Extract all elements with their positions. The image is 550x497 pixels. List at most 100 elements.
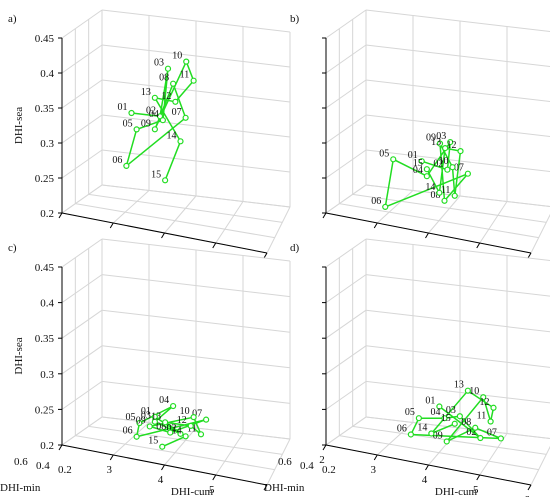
z-tick-label: 0.25 bbox=[35, 173, 55, 185]
x-tick-label: 3 bbox=[107, 464, 113, 476]
data-point-label: 13 bbox=[454, 380, 464, 391]
data-point-label: 07 bbox=[454, 163, 464, 174]
data-point bbox=[156, 113, 164, 120]
data-point bbox=[164, 65, 172, 72]
data-point-label: 01 bbox=[408, 150, 418, 161]
data-point bbox=[177, 138, 184, 145]
data-point-label: 06 bbox=[397, 423, 407, 434]
data-point-label: 02 bbox=[466, 427, 476, 438]
z-tick-label: 0.3 bbox=[40, 138, 54, 150]
data-point-label: 11 bbox=[477, 411, 487, 422]
data-point bbox=[428, 430, 435, 437]
data-point-label: 02 bbox=[167, 423, 177, 434]
data-point-label: 02 bbox=[146, 105, 156, 116]
data-point-label: 03 bbox=[436, 131, 446, 142]
grid-line bbox=[61, 380, 103, 410]
grid-line bbox=[530, 213, 550, 254]
data-point bbox=[436, 403, 443, 410]
grid-line bbox=[365, 274, 550, 297]
data-point bbox=[197, 431, 205, 438]
data-point bbox=[447, 139, 454, 146]
data-point bbox=[151, 418, 158, 425]
grid-line bbox=[365, 79, 550, 103]
grid-line bbox=[339, 203, 539, 239]
x-tick bbox=[476, 242, 481, 249]
grid-line bbox=[376, 190, 414, 224]
data-point-label: 09 bbox=[141, 118, 151, 129]
data-point bbox=[423, 173, 430, 180]
grid-line bbox=[266, 206, 291, 254]
z-tick-label: 0.25 bbox=[35, 404, 55, 416]
data-point bbox=[423, 166, 430, 173]
x-tick bbox=[58, 212, 63, 219]
grid-line bbox=[325, 416, 367, 446]
data-point bbox=[497, 435, 504, 442]
data-point bbox=[441, 197, 448, 204]
grid-line bbox=[325, 114, 367, 144]
data-point-label: 15 bbox=[151, 169, 161, 180]
data-point-label: 13 bbox=[431, 137, 441, 148]
data-point bbox=[182, 433, 189, 440]
grid-line bbox=[101, 184, 291, 208]
x-tick-label: 6 bbox=[524, 494, 530, 497]
y-tick-label: 0.6 bbox=[278, 456, 292, 468]
grid-line bbox=[61, 44, 103, 74]
data-point-label: 07 bbox=[487, 427, 497, 438]
grid-line bbox=[75, 203, 275, 239]
x-tick bbox=[212, 242, 217, 249]
x-axis-label: DHI-cum bbox=[435, 486, 478, 497]
data-point bbox=[182, 114, 189, 121]
x-tick bbox=[212, 474, 217, 481]
data-point-label: 08 bbox=[159, 73, 169, 84]
grid-line bbox=[325, 9, 367, 39]
data-point-label: 04 bbox=[149, 109, 159, 120]
data-point-label: 01 bbox=[118, 102, 128, 113]
panel-label: b) bbox=[290, 13, 300, 25]
z-axis-label: DHI-sea bbox=[13, 337, 25, 374]
grid-line bbox=[325, 79, 367, 109]
data-point-label: 08 bbox=[431, 190, 441, 201]
grid-line bbox=[88, 425, 283, 455]
data-point-label: 14 bbox=[417, 422, 427, 433]
data-point bbox=[464, 387, 471, 394]
data-point bbox=[472, 424, 479, 431]
grid-line bbox=[325, 44, 367, 74]
grid-line bbox=[428, 195, 461, 234]
data-point bbox=[415, 415, 422, 422]
x-tick bbox=[161, 464, 165, 471]
grid-line bbox=[365, 416, 550, 440]
data-point bbox=[443, 438, 450, 445]
data-point-label: 14 bbox=[167, 130, 177, 141]
data-point bbox=[162, 177, 169, 184]
grid-line bbox=[325, 309, 367, 339]
x-tick bbox=[527, 252, 532, 259]
y-tick-label: 0.4 bbox=[300, 460, 314, 472]
grid-line bbox=[88, 193, 283, 223]
grid-line bbox=[215, 201, 244, 244]
x-tick bbox=[58, 444, 63, 451]
z-tick-label: 0.2 bbox=[40, 440, 54, 452]
x-tick bbox=[527, 484, 532, 491]
z-tick-label: 0.45 bbox=[35, 33, 55, 45]
data-point-label: 12 bbox=[447, 140, 457, 151]
grid-line bbox=[61, 309, 103, 339]
data-point bbox=[390, 156, 397, 163]
data-point bbox=[128, 109, 135, 117]
y-tick-label: 0.4 bbox=[36, 460, 50, 472]
data-point bbox=[151, 94, 158, 101]
data-point-label: 05 bbox=[379, 148, 389, 159]
grid-line bbox=[365, 345, 550, 368]
y-tick-label: 0.6 bbox=[14, 456, 28, 468]
data-point bbox=[159, 443, 166, 450]
z-tick-label: 0.35 bbox=[35, 103, 55, 115]
data-point-label: 07 bbox=[192, 409, 202, 420]
data-point bbox=[183, 58, 190, 65]
data-point bbox=[190, 77, 197, 84]
data-point-label: 04 bbox=[431, 407, 441, 418]
x-tick bbox=[322, 212, 327, 219]
data-point bbox=[441, 415, 448, 422]
x-tick-label: 3 bbox=[371, 464, 377, 476]
x-tick bbox=[109, 454, 114, 461]
x-axis-label: DHI-cum bbox=[171, 486, 214, 497]
